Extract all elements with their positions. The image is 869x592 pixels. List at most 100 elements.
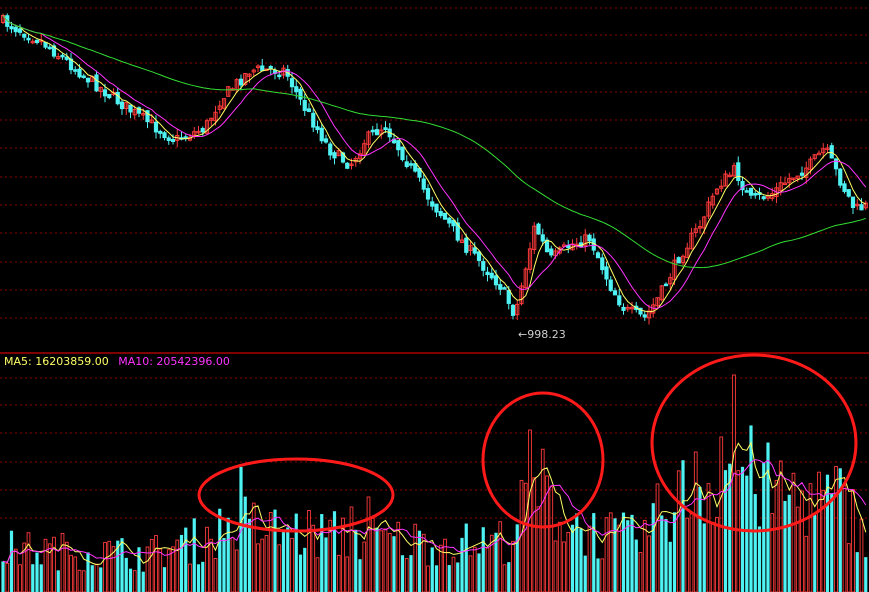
candle-body [816, 152, 822, 156]
volume-bar [842, 484, 847, 592]
candle-body [60, 54, 65, 58]
candle-body [200, 127, 205, 133]
volume-bar [477, 553, 481, 592]
volume-bar [39, 564, 43, 592]
volume-bar [22, 542, 27, 592]
volume-bar [502, 564, 507, 592]
candle-body [400, 146, 405, 161]
volume-bar [481, 527, 485, 592]
volume-bar [553, 540, 558, 592]
candle-body [447, 217, 452, 224]
volume-bar [26, 532, 31, 592]
candle-body [481, 261, 486, 271]
volume-bar [719, 436, 724, 592]
volume-bar [511, 540, 515, 592]
volume-bar [171, 546, 175, 592]
candle-body [166, 137, 171, 141]
volume-bar [468, 555, 473, 592]
volume-bar [642, 519, 647, 592]
candle-body [451, 219, 456, 227]
candle-body [485, 271, 490, 276]
candle-body [617, 295, 622, 306]
volume-bar [396, 521, 401, 592]
candle-body [204, 120, 210, 134]
candle-body [136, 107, 142, 114]
volume-bar [566, 532, 571, 592]
candle-body [621, 306, 626, 311]
volume-bar [745, 475, 749, 592]
candle-body [413, 163, 418, 172]
volume-bar [409, 555, 413, 592]
candle-body [464, 237, 469, 253]
candle-body [493, 275, 499, 286]
volume-bar [196, 564, 201, 592]
candle-body [243, 73, 248, 85]
volume-bar [209, 538, 214, 592]
candle-body [404, 161, 409, 168]
candle-body [319, 127, 324, 142]
candle-body [821, 148, 826, 154]
volume-bar [315, 557, 320, 592]
candle-body [102, 89, 108, 97]
volume-bar [672, 512, 677, 592]
candle-body [158, 130, 163, 134]
volume-bar [638, 552, 643, 592]
candle-body [608, 279, 613, 291]
candle-body [247, 73, 252, 77]
volume-bar [804, 535, 809, 592]
candle-body [221, 98, 227, 109]
volume-bar [273, 509, 277, 592]
candle-body [829, 145, 834, 159]
volume-bar [86, 552, 90, 592]
candle-body [646, 310, 652, 319]
candle-body [787, 177, 792, 184]
volume-bar [626, 520, 630, 592]
candle-body [685, 247, 690, 259]
candle-body [311, 112, 316, 128]
volume-bar [336, 554, 341, 592]
volume-bar [192, 518, 196, 592]
volume-bar [294, 513, 298, 592]
candle-body [697, 226, 703, 229]
candle-body [727, 174, 732, 178]
candle-body [791, 177, 796, 181]
candle-body [710, 195, 715, 206]
candle-body [472, 247, 477, 254]
volume-bar [379, 530, 384, 592]
volume-bar [766, 442, 770, 592]
volume-bar [762, 462, 766, 592]
volume-bar [90, 565, 94, 592]
volume-bar [52, 536, 56, 592]
volume-bar [60, 533, 65, 592]
volume-bar [617, 524, 622, 592]
volume-bar [562, 541, 566, 592]
candle-body [506, 289, 511, 304]
candle-body [689, 232, 694, 250]
candle-body [119, 101, 125, 110]
candle-body [863, 202, 868, 209]
candle-body [587, 234, 592, 242]
volume-bar [570, 524, 575, 592]
volume-bar [166, 549, 171, 592]
candle-body [51, 45, 57, 57]
volume-bar [575, 513, 579, 592]
volume-bar [81, 570, 86, 592]
volume-legend: MA5: 16203859.00 MA10: 20542396.00 [4, 355, 236, 368]
volume-bar [64, 541, 69, 592]
candle-body [124, 102, 129, 110]
candle-body [209, 117, 214, 121]
candle-body [459, 239, 465, 244]
candle-body [795, 175, 800, 179]
volume-bar [749, 425, 753, 592]
volume-bar [583, 555, 587, 592]
volume-bar [260, 538, 265, 592]
volume-bar [179, 534, 184, 592]
volume-bar [307, 510, 311, 592]
candle-body [612, 290, 618, 296]
volume-bar [256, 543, 260, 592]
volume-bar [56, 570, 60, 592]
candle-body [298, 88, 303, 100]
volume-bar [154, 535, 158, 592]
volume-bar [222, 537, 226, 592]
